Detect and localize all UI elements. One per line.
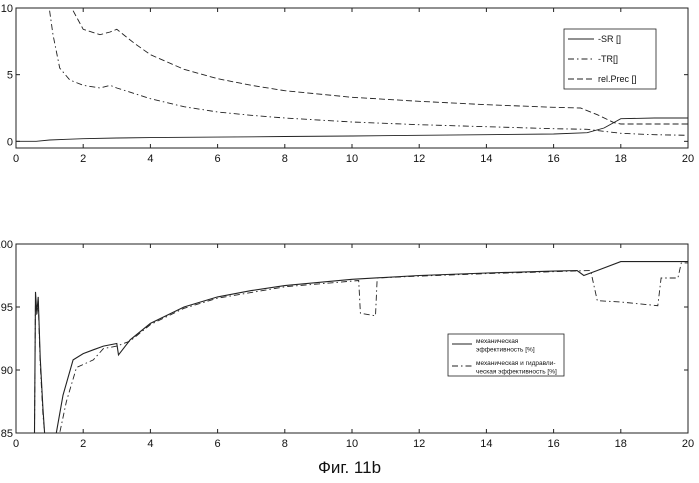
chart-panel-2: 02468101214161820859095100механическаяэф… [0, 239, 694, 450]
x-tick-label: 20 [682, 153, 694, 165]
y-tick-label: 5 [7, 70, 13, 82]
x-tick-label: 18 [615, 438, 627, 450]
x-tick-label: 12 [413, 438, 425, 450]
x-tick-label: 20 [682, 438, 694, 450]
y-tick-label: 90 [1, 365, 13, 377]
x-tick-label: 16 [547, 438, 559, 450]
x-tick-label: 0 [13, 438, 19, 450]
series-line-2 [35, 263, 689, 433]
x-tick-label: 2 [80, 153, 86, 165]
x-tick-label: 8 [282, 438, 288, 450]
y-tick-label: 100 [0, 239, 13, 251]
figure-canvas: 024681012141618200510-SR []-TR[]rel.Prec… [0, 0, 699, 458]
y-tick-label: 10 [1, 3, 13, 15]
x-tick-label: 0 [13, 153, 19, 165]
chart-panel-1: 0 2 4 6 8 10 12 14 16 18 20 0 5 10 -SR [] -TR[] rel.Prec… [1, 3, 694, 165]
x-tick-label: 18 [615, 153, 627, 165]
y-tick-label: 0 [7, 136, 13, 148]
legend-label: -SR [] [598, 34, 621, 44]
x-tick-label: 4 [147, 153, 153, 165]
x-tick-label: 14 [480, 153, 492, 165]
legend-label: rel.Prec [] [598, 74, 637, 84]
x-tick-label: 6 [215, 153, 221, 165]
x-tick-label: 6 [215, 438, 221, 450]
x-tick-label: 10 [346, 153, 358, 165]
y-tick-label: 95 [1, 302, 13, 314]
x-tick-label: 14 [480, 438, 492, 450]
x-tick-label: 12 [413, 153, 425, 165]
legend-label: -TR[] [598, 54, 618, 64]
x-tick-label: 4 [147, 438, 153, 450]
legend-label: механическая и гидравли-ческая эффективн… [476, 360, 557, 376]
plot-frame [16, 244, 688, 433]
x-tick-label: 10 [346, 438, 358, 450]
figure-caption: Фиг. 11b [0, 458, 699, 478]
series-line-1 [35, 262, 689, 433]
y-tick-label: 85 [1, 428, 13, 440]
x-tick-label: 16 [547, 153, 559, 165]
x-tick-label: 2 [80, 438, 86, 450]
x-tick-label: 8 [282, 153, 288, 165]
